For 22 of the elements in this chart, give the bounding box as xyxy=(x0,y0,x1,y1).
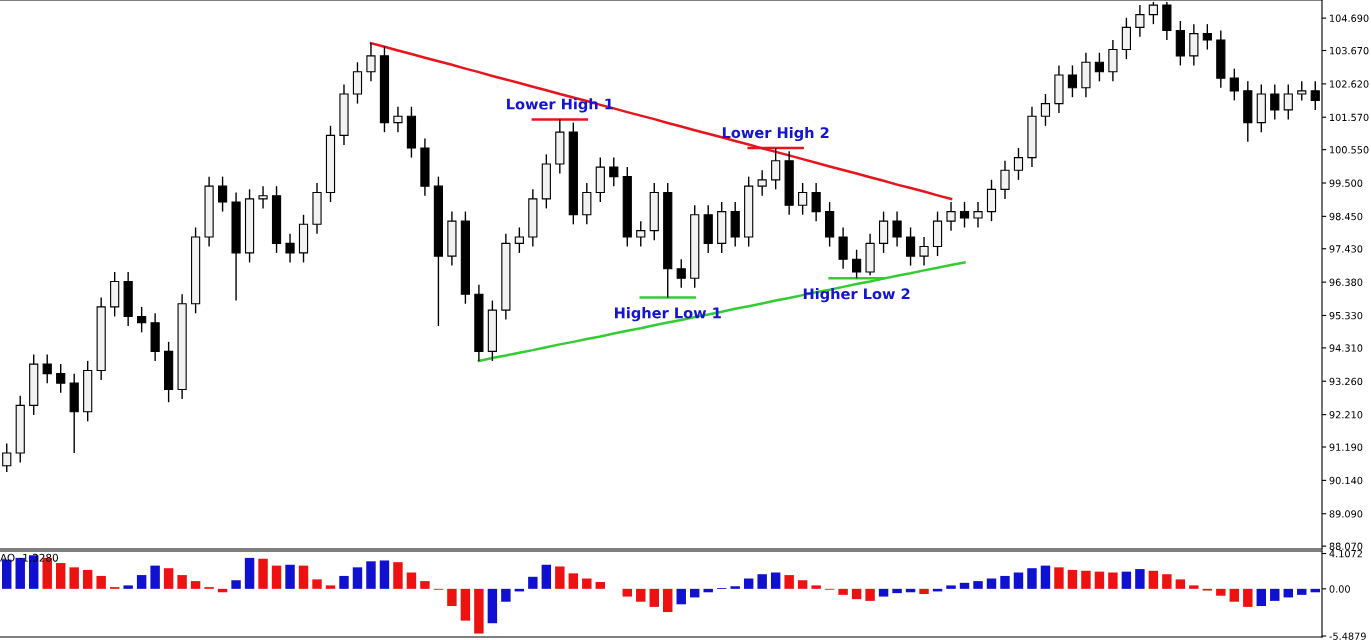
y-tick-label: 93.260 xyxy=(1329,377,1363,386)
y-tick-label: 91.190 xyxy=(1329,443,1363,451)
y-tick-label: -5.4879 xyxy=(1329,632,1366,640)
y-tick-label: 103.670 xyxy=(1330,46,1369,55)
y-tick-label: 102.620 xyxy=(1330,80,1369,88)
y-tick-label: 99.500 xyxy=(1329,179,1363,187)
y-tick-label: 97.430 xyxy=(1329,245,1363,253)
annotation: Lower High 2 xyxy=(722,126,829,142)
y-tick-label: 101.570 xyxy=(1330,113,1369,122)
y-tick-label: 100.550 xyxy=(1330,146,1369,154)
y-tick-label: 98.450 xyxy=(1329,212,1363,221)
y-tick-label: 92.210 xyxy=(1329,411,1363,419)
y-tick-label: 96.380 xyxy=(1329,278,1363,286)
y-tick-label: 4.1072 xyxy=(1329,550,1362,558)
y-tick-label: 88.070 xyxy=(1329,542,1363,550)
y-tick-label: 94.310 xyxy=(1329,344,1363,352)
y-tick-label: 90.140 xyxy=(1329,476,1363,485)
y-tick-label: 95.330 xyxy=(1329,311,1363,320)
y-tick-label: 0.00 xyxy=(1329,585,1350,593)
annotation: Higher Low 2 xyxy=(803,288,910,303)
y-tick-label: 104.690 xyxy=(1330,14,1369,22)
y-tick-label: 89.090 xyxy=(1329,510,1363,518)
